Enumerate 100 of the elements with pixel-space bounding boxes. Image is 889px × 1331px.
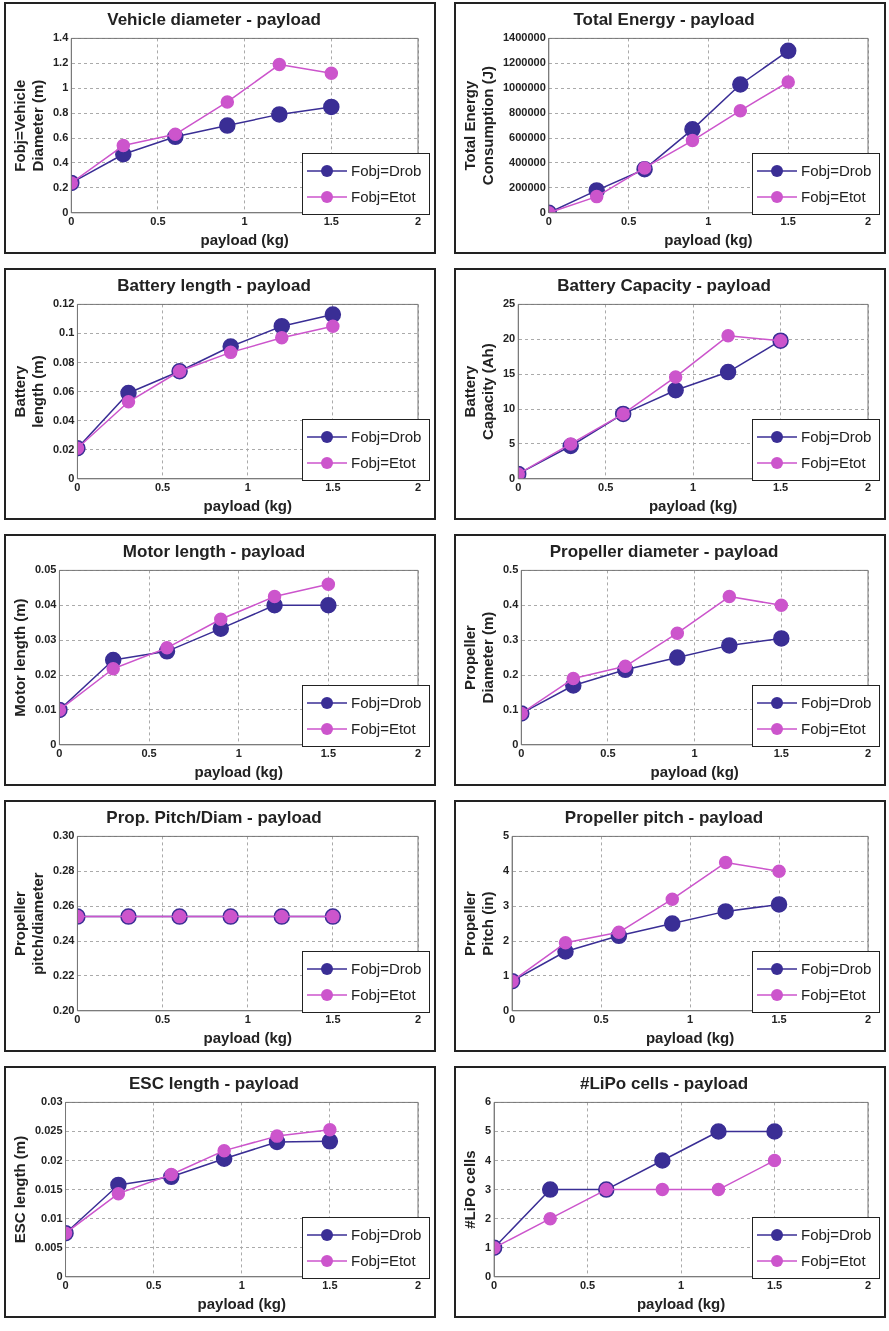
y-tick-label: 0.1 [502, 702, 519, 715]
point [219, 117, 236, 134]
y-tick-label: 0.02 [41, 1153, 63, 1166]
y-axis-title: #LiPo cells [461, 1150, 479, 1229]
legend-label: Fobj=Drob [351, 428, 422, 446]
y-tick-label: 1 [484, 1240, 492, 1253]
y-tick-label: 0.20 [52, 1003, 75, 1016]
point [323, 1122, 337, 1137]
x-tick-label: 1 [690, 481, 697, 494]
point [655, 1182, 670, 1197]
y-tick-label: 0.015 [35, 1182, 63, 1195]
point [275, 331, 289, 345]
x-tick-label: 1 [238, 1279, 245, 1292]
legend-label: Fobj=Etot [801, 1252, 866, 1270]
x-tick-label: 1.5 [323, 215, 339, 228]
x-tick-label: 1.5 [325, 1013, 341, 1026]
legend-label: Fobj=Drob [351, 162, 422, 180]
point [665, 892, 680, 906]
point [664, 915, 681, 932]
y-tick-label: 600000 [509, 131, 546, 144]
point [321, 577, 336, 592]
point [781, 75, 795, 89]
x-tick-label: 1 [244, 481, 251, 494]
chart-title: Prop. Pitch/Diam - payload [106, 807, 322, 827]
y-tick-label: 25 [502, 297, 516, 310]
legend-label: Fobj=Drob [801, 428, 872, 446]
y-tick-label: 1 [62, 81, 69, 94]
y-tick-label: 0.08 [52, 355, 75, 368]
point [168, 127, 183, 142]
point [773, 630, 790, 647]
chart-title: Total Energy - payload [573, 9, 755, 29]
x-tick-label: 1 [241, 215, 248, 228]
y-tick-label: 0.2 [502, 668, 519, 681]
point [711, 1182, 726, 1197]
x-tick-label: 2 [864, 481, 872, 494]
x-axis-title: payload (kg) [645, 1029, 735, 1047]
point [558, 936, 573, 950]
x-axis-title: payload (kg) [197, 1295, 286, 1313]
y-tick-label: 0 [68, 471, 75, 484]
y-tick-label: 1.4 [52, 31, 70, 44]
y-axis-title: Propeller pitch/diameter [11, 872, 47, 975]
y-tick-label: 0.01 [34, 702, 57, 715]
x-tick-label: 1.5 [322, 1279, 338, 1292]
y-tick-label: 0 [56, 1269, 63, 1282]
chart-title: Battery Capacity - payload [557, 275, 771, 295]
point [718, 855, 733, 870]
y-axis-title: Total Energy Consumption (J) [461, 66, 497, 186]
point [654, 1152, 671, 1169]
x-tick-label: 0.5 [141, 747, 157, 760]
y-tick-label: 0.30 [52, 829, 75, 842]
point [324, 66, 339, 81]
x-tick-label: 2 [864, 1279, 872, 1292]
point [770, 896, 788, 913]
y-axis-title: Battery length (m) [11, 355, 47, 428]
y-tick-label: 0.02 [52, 442, 75, 455]
y-tick-label: 0.24 [52, 934, 76, 947]
point [710, 1123, 727, 1140]
point [668, 370, 683, 384]
y-tick-label: 0 [484, 1269, 492, 1282]
point [670, 626, 685, 640]
point [160, 641, 174, 655]
point [772, 864, 786, 879]
point [270, 1129, 284, 1143]
legend-label: Fobj=Drob [801, 1226, 872, 1244]
chart-title: #LiPo cells - payload [579, 1073, 749, 1093]
point [164, 1167, 179, 1182]
y-tick-label: 0.06 [52, 384, 75, 397]
point [563, 437, 578, 451]
y-tick-label: 3 [484, 1182, 492, 1195]
chart-title: Vehicle diameter - payload [107, 9, 321, 29]
x-tick-label: 2 [414, 1013, 422, 1026]
y-axis-title: Battery Capacity (Ah) [461, 343, 497, 440]
chart-title: Battery length - payload [117, 275, 311, 295]
y-tick-label: 10 [502, 402, 516, 415]
y-tick-label: 0.3 [502, 633, 519, 646]
y-axis-title: Propeller Diameter (m) [461, 611, 497, 704]
point [323, 98, 340, 116]
x-axis-title: payload (kg) [636, 1295, 726, 1313]
point [566, 671, 581, 686]
point [271, 106, 288, 123]
x-tick-label: 0.5 [579, 1279, 596, 1292]
x-tick-label: 1 [678, 1279, 685, 1292]
point [116, 138, 131, 153]
x-tick-label: 2 [864, 215, 872, 228]
y-tick-label: 0.26 [52, 899, 75, 912]
y-axis-title: ESC length (m) [11, 1135, 29, 1244]
point [111, 1186, 126, 1201]
legend-label: Fobj=Etot [351, 1252, 416, 1270]
y-tick-label: 5 [502, 829, 510, 842]
x-tick-label: 1 [705, 215, 712, 228]
y-tick-label: 0.2 [52, 180, 69, 193]
y-tick-label: 3 [502, 899, 510, 912]
chart-title: Motor length - payload [122, 541, 306, 561]
x-tick-label: 0.5 [150, 215, 166, 228]
point [732, 76, 749, 93]
y-tick-label: 0.005 [35, 1240, 63, 1253]
point [220, 95, 235, 109]
point [767, 1153, 782, 1168]
y-tick-label: 0.025 [35, 1124, 63, 1137]
y-tick-label: 0.03 [34, 633, 57, 646]
